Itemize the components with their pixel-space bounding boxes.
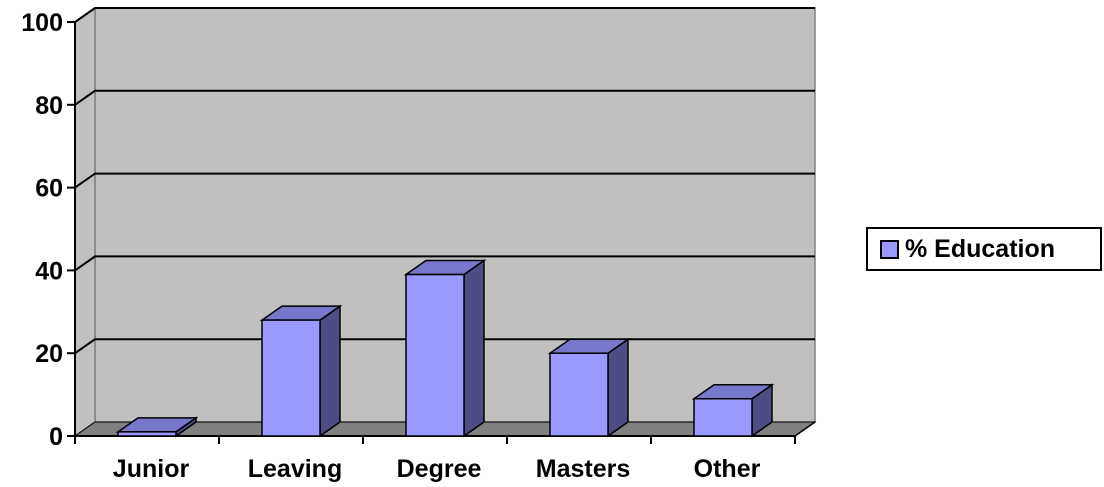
bar-degree [403,259,487,438]
bar-front [405,273,465,437]
x-category-label: Degree [397,455,482,483]
bar-front [117,431,177,437]
bar-side [319,304,341,438]
x-category-labels: Junior Leaving Degree Masters Other [113,455,761,483]
y-tick-label: 100 [21,9,63,37]
x-category-label: Other [694,455,761,483]
x-category-label: Junior [113,455,190,483]
bar-side [463,259,485,438]
y-tick-labels: 0 20 40 60 80 100 [21,9,63,451]
bar-masters [547,337,631,438]
legend-swatch [880,239,899,259]
y-tick-label: 60 [35,175,63,203]
x-category-label: Masters [536,455,631,483]
x-category-label: Leaving [248,455,342,483]
bar-side [607,337,629,438]
bar-other [691,383,775,438]
bar-leaving [259,304,343,438]
legend: % Education [866,227,1102,271]
gridline [74,89,815,106]
floor-edge [794,421,816,437]
y-tick-label: 80 [35,92,63,120]
gridline [74,255,815,272]
y-tick-label: 20 [35,340,63,368]
bars [115,259,775,438]
bar-junior [115,416,199,438]
gridline [74,7,815,23]
bar-front [693,397,753,437]
bar-front [549,352,609,437]
side-wall [74,6,96,438]
y-tick-label: 40 [35,257,63,285]
bar-front [261,319,321,437]
gridline [74,172,815,189]
legend-label: % Education [905,234,1056,263]
y-tick-label: 0 [49,423,63,451]
